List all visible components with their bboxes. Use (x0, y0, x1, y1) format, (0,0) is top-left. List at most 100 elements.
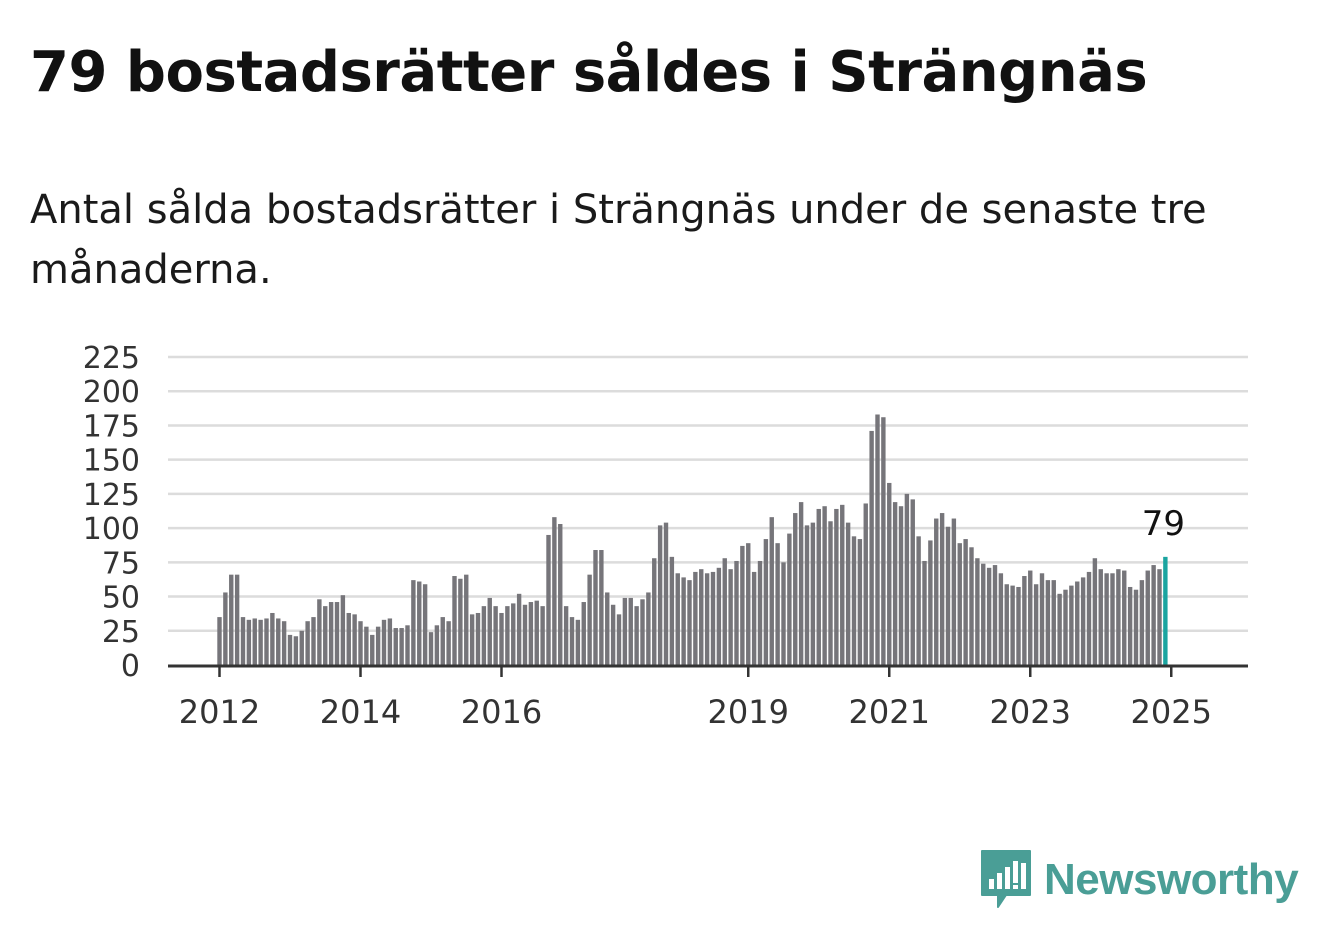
bar (1127, 586, 1133, 665)
bar (975, 558, 980, 665)
bar (240, 617, 246, 665)
bar (311, 617, 316, 665)
x-tick-label: 2021 (849, 693, 930, 731)
bar (822, 506, 827, 665)
bar (998, 573, 1004, 665)
bar (981, 563, 986, 665)
bar (464, 574, 469, 665)
bar (787, 533, 792, 665)
bar (951, 518, 957, 665)
y-tick-label: 25 (102, 615, 140, 650)
x-tick-label: 2014 (320, 693, 401, 731)
chart-title: 79 bostadsrätter såldes i Strängnäs (30, 40, 1148, 105)
bar (781, 562, 786, 665)
bar (387, 618, 393, 665)
x-tick-label: 2023 (990, 693, 1071, 731)
bar (516, 593, 522, 665)
bar (652, 558, 657, 665)
y-tick-label: 225 (83, 341, 140, 376)
bar (863, 503, 868, 665)
bar (746, 543, 751, 665)
bar (475, 612, 481, 665)
bar-highlight (1163, 556, 1168, 665)
bar (1122, 570, 1127, 665)
bar (417, 581, 422, 665)
bar (1086, 571, 1092, 665)
bar (1028, 570, 1033, 665)
bar (493, 606, 498, 665)
bar (281, 621, 287, 665)
bar (352, 614, 357, 665)
bar (1063, 589, 1068, 665)
bar (346, 612, 351, 665)
bar (1157, 569, 1162, 665)
bar (669, 556, 675, 665)
y-tick-label: 0 (121, 649, 140, 684)
brand-name: Newsworthy (1044, 855, 1299, 904)
bar (939, 513, 945, 665)
bar (704, 573, 710, 665)
last-value-label: 79 (1142, 504, 1185, 544)
bar (422, 584, 428, 665)
bar (405, 625, 410, 665)
bar (728, 569, 733, 665)
bar (845, 522, 851, 665)
bar (740, 545, 745, 665)
bar (657, 525, 663, 665)
bar (793, 513, 798, 665)
bar (252, 618, 257, 665)
bar (323, 606, 328, 665)
bar (1016, 586, 1021, 665)
bar (751, 571, 757, 665)
annotations: 79 (1142, 504, 1185, 544)
bar (293, 636, 299, 665)
bar (928, 540, 933, 665)
y-tick-label: 175 (83, 409, 140, 444)
grid-lines (168, 355, 1248, 633)
bar (375, 626, 381, 665)
bar (804, 525, 810, 665)
bar (258, 619, 263, 665)
bar (1104, 573, 1109, 665)
bar (358, 621, 363, 665)
bar (575, 619, 581, 665)
bar (945, 526, 951, 665)
bar (364, 626, 369, 665)
bar (798, 502, 804, 665)
bar (593, 550, 598, 665)
bar (1033, 584, 1039, 665)
bar (287, 634, 293, 665)
bar (246, 619, 252, 665)
x-tick-label: 2016 (461, 693, 542, 731)
bar (757, 560, 763, 665)
bar (1051, 580, 1056, 665)
bar (634, 606, 639, 665)
bar (452, 576, 457, 665)
bar (1075, 581, 1080, 665)
bar (334, 602, 340, 665)
bar (1057, 593, 1062, 665)
bar (440, 617, 445, 665)
bar (1151, 565, 1156, 665)
bar (234, 574, 240, 665)
bar (317, 599, 322, 665)
bar (1098, 569, 1103, 665)
brand-logo: Newsworthy (980, 848, 1299, 912)
bar (1110, 573, 1115, 665)
bar (581, 602, 586, 665)
bar (505, 606, 510, 665)
bar (381, 619, 387, 665)
bar (622, 597, 628, 665)
bar (569, 617, 575, 665)
bar (892, 502, 898, 665)
y-tick-label: 200 (83, 375, 140, 410)
bar (540, 606, 545, 665)
bar (487, 597, 492, 665)
bar (522, 604, 528, 665)
bar (910, 499, 915, 665)
bar (270, 612, 275, 665)
y-tick-label: 50 (102, 581, 140, 616)
bar (393, 628, 398, 665)
bar (1080, 577, 1086, 665)
chart-subtitle: Antal sålda bostadsrätter i Strängnäs un… (30, 187, 1207, 293)
